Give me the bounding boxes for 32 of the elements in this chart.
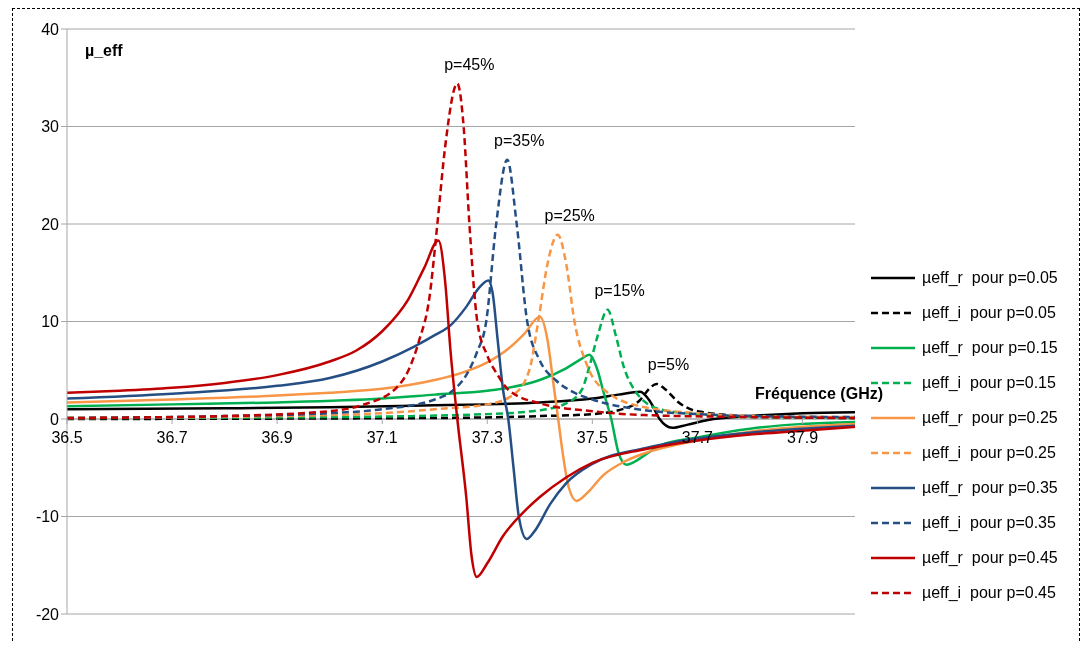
annotation: p=5% [647, 355, 690, 373]
x-tick-label: 37.3 [471, 429, 503, 446]
annotation: p=15% [594, 281, 645, 299]
y-tick-label: 20 [41, 215, 60, 233]
annotation: p=35% [494, 131, 545, 149]
legend-label: µeff_i pour p=0.45 [922, 583, 1056, 602]
x-axis-title: Fréquence (GHz) [755, 385, 884, 403]
annotation: p=25% [544, 206, 595, 224]
legend-label: µeff_r pour p=0.25 [922, 408, 1058, 427]
x-tick-label: 37.1 [366, 429, 398, 446]
legend-label: µeff_r pour p=0.15 [922, 338, 1058, 357]
annotation: p=45% [444, 55, 495, 73]
y-tick-label: 0 [50, 410, 60, 428]
y-tick-label: 30 [41, 118, 60, 136]
y-tick-label: -10 [35, 508, 60, 526]
y-tick-label: 10 [41, 313, 60, 331]
x-tick-label: 37.5 [576, 429, 609, 446]
y-tick-label: 40 [41, 20, 60, 38]
y-tick-label: -20 [35, 605, 60, 623]
legend-label: µeff_i pour p=0.25 [922, 443, 1056, 462]
x-tick-label: 36.7 [156, 429, 188, 446]
x-tick-label: 37.9 [786, 429, 819, 446]
legend-label: µeff_i pour p=0.15 [922, 373, 1056, 392]
legend-label: µeff_i pour p=0.05 [922, 303, 1056, 322]
legend-label: µeff_i pour p=0.35 [922, 513, 1056, 532]
legend-label: µeff_r pour p=0.45 [922, 548, 1058, 567]
x-tick-label: 36.9 [261, 429, 293, 446]
legend-label: µeff_r pour p=0.05 [922, 268, 1058, 287]
legend-label: µeff_r pour p=0.35 [922, 478, 1058, 497]
x-tick-label: 36.5 [51, 429, 83, 446]
x-tick-label: 37.7 [681, 429, 714, 446]
y-axis-title: µ_eff [85, 42, 123, 60]
